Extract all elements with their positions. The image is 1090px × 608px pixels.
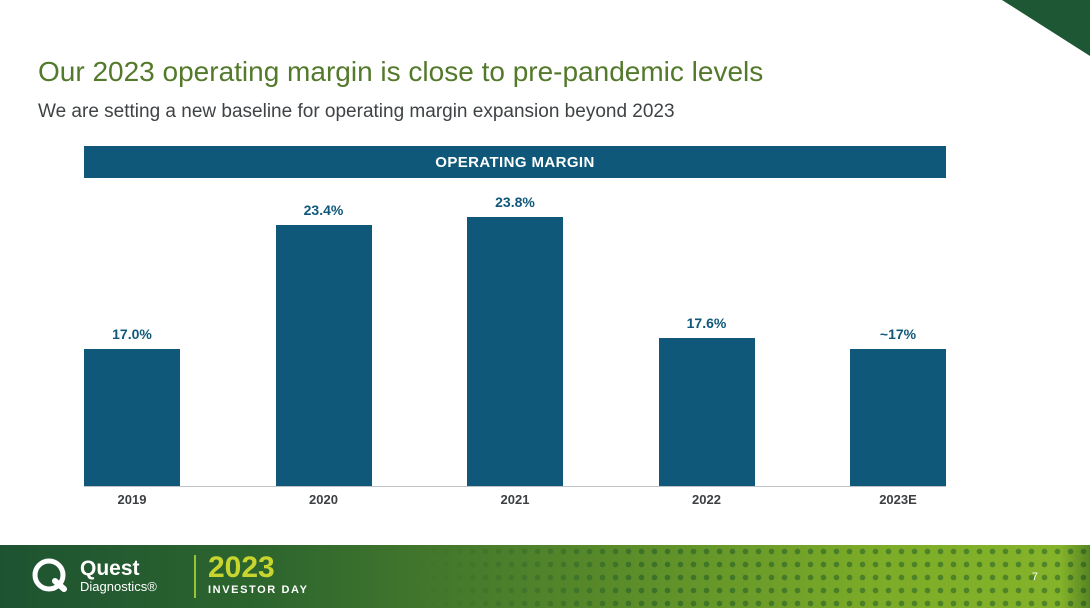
quest-logo-text: Quest Diagnostics®: [80, 557, 157, 594]
bar-value-label: 17.6%: [686, 315, 727, 331]
bar: [467, 217, 563, 486]
slide-title: Our 2023 operating margin is close to pr…: [38, 56, 764, 87]
category-label: 2022: [692, 492, 721, 507]
bar-group-2023E: ~17%: [850, 326, 946, 486]
bar: [850, 349, 946, 486]
chart-baseline: [84, 486, 946, 487]
event-year: 2023: [208, 551, 275, 584]
bar-value-label: 23.8%: [495, 194, 535, 210]
bar-group-2019: 17.0%: [84, 326, 180, 486]
bar-value-label: ~17%: [879, 326, 917, 342]
category-label: 2019: [117, 492, 147, 507]
bar-group-2022: 17.6%: [658, 315, 755, 486]
footer: Quest Diagnostics® 2023 INVESTOR DAY 7: [0, 545, 1090, 608]
category-label: 2023E: [879, 492, 917, 507]
bar: [275, 225, 372, 486]
category-axis: 2019 2020 2021 2022 2023E: [84, 492, 946, 507]
event-block: 2023 INVESTOR DAY: [208, 552, 309, 596]
quest-logo-icon: [32, 558, 67, 592]
bar: [84, 349, 180, 486]
quest-diagnostics-logo: Quest Diagnostics®: [30, 556, 157, 596]
event-name: INVESTOR DAY: [208, 583, 309, 596]
bar-group-2021: 23.8%: [467, 194, 563, 486]
logo-text-secondary: Diagnostics®: [80, 579, 157, 595]
slide-subtitle: We are setting a new baseline for operat…: [38, 101, 675, 122]
category-label: 2021: [500, 492, 530, 507]
bar-value-label: 23.4%: [303, 202, 344, 218]
footer-divider: [194, 555, 196, 598]
bar-value-label: 17.0%: [112, 326, 152, 342]
bar: [658, 338, 755, 486]
footer-right-shade: [1060, 545, 1090, 608]
chart-title-bar: OPERATING MARGIN: [84, 146, 946, 178]
corner-accent-triangle: [1002, 0, 1090, 56]
bar-group-2020: 23.4%: [275, 202, 372, 486]
category-label: 2020: [309, 492, 338, 507]
halftone-dot-pattern: [414, 545, 1090, 608]
bar-chart: 17.0% 23.4% 23.8% 17.6% ~17%: [84, 174, 946, 486]
page-number: 7: [1031, 571, 1038, 583]
logo-text-primary: Quest: [80, 557, 140, 581]
